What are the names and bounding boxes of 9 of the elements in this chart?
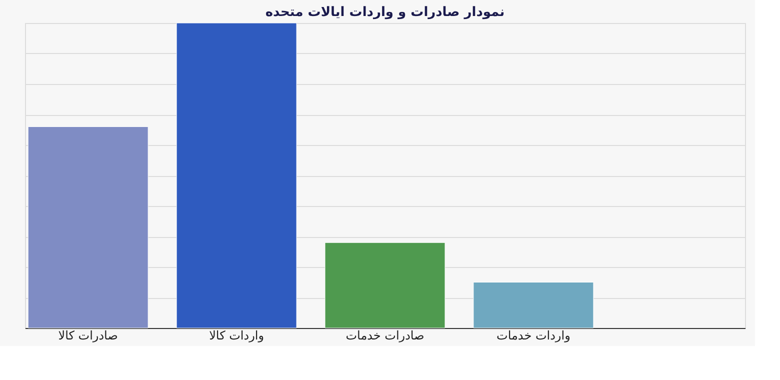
bar [324,242,446,328]
bar [473,282,594,328]
bar [28,126,148,328]
x-tick-label: صادرات خدمات [346,328,424,342]
chart-title: نمودار صادرات و واردات ایالات متحده [265,4,505,20]
bar [176,22,297,328]
x-tick-label: واردات کالا [209,328,264,342]
x-tick-label: واردات خدمات [496,328,570,342]
x-tick-label: صادرات کالا [58,328,118,342]
